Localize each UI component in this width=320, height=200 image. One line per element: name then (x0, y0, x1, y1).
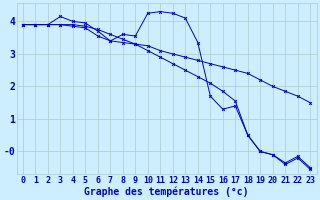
X-axis label: Graphe des températures (°c): Graphe des températures (°c) (84, 186, 249, 197)
